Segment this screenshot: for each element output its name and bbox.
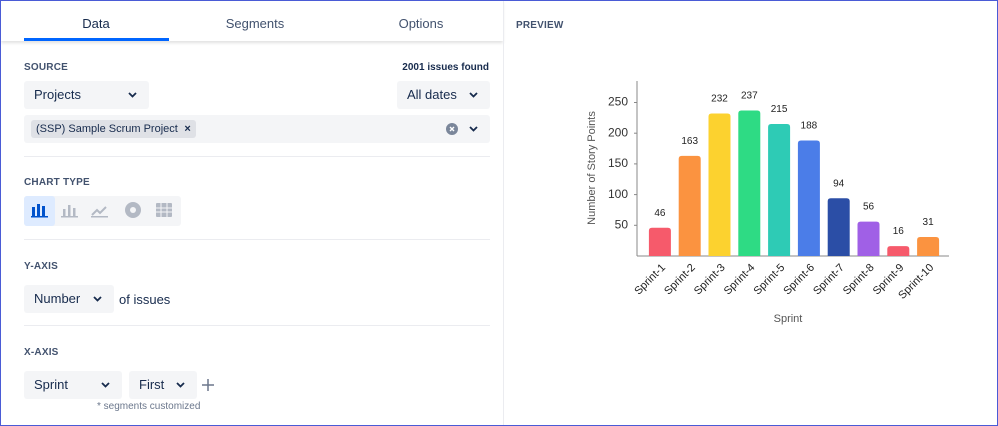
dropdown-value: Number [34,291,81,306]
dropdown-value: Projects [34,87,81,102]
y-tick-label: 250 [608,95,628,109]
bar [768,123,791,256]
issue-count: 2001 issues found [402,62,489,73]
clear-icon[interactable] [446,123,458,135]
project-picker[interactable]: (SSP) Sample Scrum Project × [24,115,490,143]
separator [24,325,490,326]
tab[interactable]: Options [398,16,444,31]
chevron [176,382,185,388]
bar [917,236,940,256]
chart: Number of Story Points Sprint 50 100 150 20… [586,81,949,325]
text: of issues [119,292,171,307]
y-axis-title: Number of Story Points [586,111,598,225]
value-label: 163 [681,136,698,147]
dropdown-value: Sprint [34,377,68,392]
bar [857,221,880,256]
dropdown-value: First [139,377,165,392]
tab[interactable]: Segments [225,16,285,31]
y-tick-label: 200 [608,125,628,139]
chevron[interactable] [469,126,478,132]
x-tick-label: Sprint-8 [841,262,877,298]
value-label: 16 [893,226,905,237]
chevron [469,92,478,98]
dropdown[interactable]: Number [24,285,114,313]
chevron [128,92,137,98]
chevron [93,296,102,302]
note: * segments customized [97,401,201,412]
value-label: 94 [833,178,845,189]
separator [24,239,490,240]
divider [503,1,504,425]
section-label: X-AXIS [24,347,59,358]
x-tick-label: Sprint-5 [752,262,788,298]
value-label: 56 [863,202,875,213]
y-tick-label: 100 [608,187,628,201]
dropdown[interactable]: Sprint [24,371,122,399]
add-button[interactable] [202,379,214,391]
x-tick-label: Sprint-7 [811,262,847,298]
bar [827,198,850,256]
dropdown[interactable]: All dates [397,81,490,109]
dropdown-value: All dates [407,87,457,102]
bar [887,246,910,256]
bar [797,140,820,256]
bar [738,110,761,256]
value-label: 232 [711,94,728,105]
tag-text: (SSP) Sample Scrum Project [36,123,178,135]
x-tick-label: Sprint-1 [632,262,668,298]
remove-icon[interactable]: × [184,123,191,135]
project-tag: (SSP) Sample Scrum Project × [31,120,196,138]
x-tick-label: Sprint-4 [722,262,758,298]
bar [648,227,671,256]
bar [708,113,731,257]
chart-type-picker[interactable] [24,196,181,226]
y-tick-label: 50 [615,217,629,231]
section-label: PREVIEW [516,20,564,31]
active-tab-indicator [24,38,169,41]
x-tick-label: Sprint-3 [692,262,728,298]
value-label: 215 [771,104,788,115]
dropdown[interactable]: First [129,371,197,399]
x-tick-label: Sprint-6 [781,262,817,298]
bar [678,155,701,256]
tab[interactable]: Data [82,16,110,31]
value-label: 46 [654,208,666,219]
chevron [101,382,110,388]
dropdown[interactable]: Projects [24,81,149,109]
value-label: 31 [923,217,935,228]
section-label: SOURCE [24,62,68,73]
x-axis-title: Sprint [774,313,803,325]
x-tick-label: Sprint-2 [662,262,698,298]
y-tick-label: 150 [608,156,628,170]
separator [24,156,490,157]
value-label: 237 [741,90,758,101]
value-label: 188 [801,121,818,132]
section-label: CHART TYPE [24,177,90,188]
section-label: Y-AXIS [24,261,58,272]
